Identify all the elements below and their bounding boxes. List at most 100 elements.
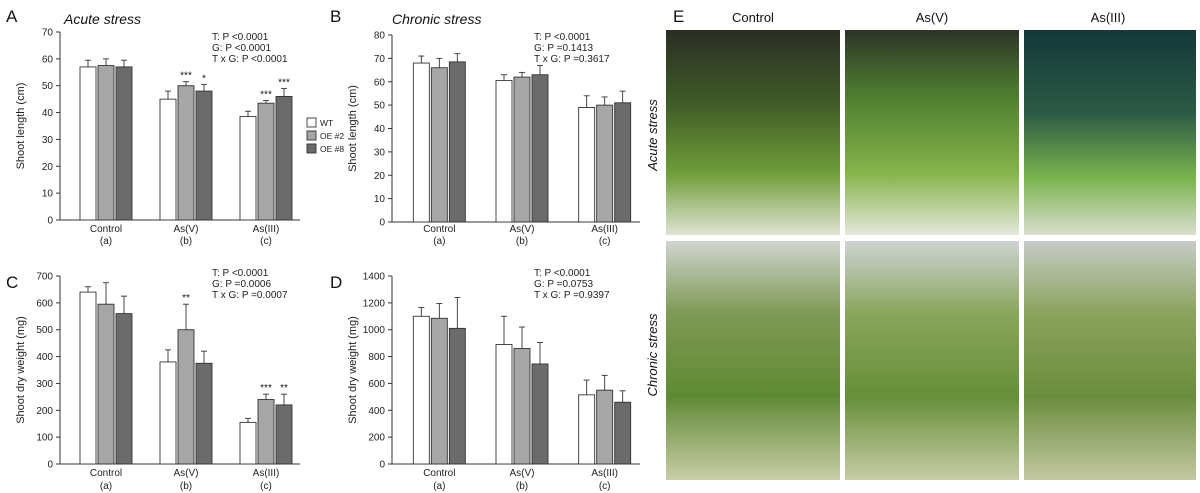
panel-a-y-tick-label: 40	[42, 108, 54, 119]
panel-b-bar	[513, 76, 531, 223]
panel-a-bar	[275, 96, 293, 221]
panel-a-bar	[159, 98, 177, 221]
panel-d-y-tick-label: 200	[368, 433, 385, 444]
panel-a-y-tick-label: 0	[47, 216, 53, 227]
panel-a-y-tick-label: 30	[42, 135, 54, 146]
panel-c-stat-line: G: P =0.0006	[212, 279, 271, 290]
legend-label: OE #8	[320, 144, 344, 154]
panel-c-bar	[79, 291, 97, 465]
panel-d-category-label: As(V)	[510, 468, 535, 479]
legend-swatch	[306, 117, 317, 128]
panel-b-y-tick-label: 40	[374, 124, 386, 135]
panel-d-y-tick-label: 0	[379, 460, 385, 471]
panel-b-bar	[430, 67, 448, 223]
panel-b-y-tick-label: 30	[374, 147, 386, 158]
panel-a-stat-line: T x G: P <0.0001	[212, 54, 288, 65]
photo-grid	[666, 30, 1196, 480]
panel-a-bar	[195, 90, 213, 221]
panel-a-category-sublabel: (b)	[180, 236, 192, 247]
panel-a-bar	[115, 66, 133, 221]
panel-a-y-tick-label: 60	[42, 54, 54, 65]
photo-row-label: Chronic stress	[645, 313, 660, 397]
panel-a-bar	[239, 116, 257, 221]
panel-a-significance: ***	[278, 77, 290, 88]
panel-a-letter: A	[6, 7, 18, 26]
photo-acute-control	[666, 30, 840, 235]
legend-label: WT	[320, 118, 333, 128]
panel-a-bar	[177, 85, 195, 221]
panel-c-letter: C	[6, 273, 18, 292]
panel-d-stat-line: T: P <0.0001	[534, 268, 591, 279]
panel-c-bar	[239, 421, 257, 465]
panel-a-category-sublabel: (a)	[100, 236, 112, 247]
panel-d-category-label: Control	[423, 468, 455, 479]
panel-b-bar	[531, 74, 549, 223]
panel-d-bar	[578, 394, 596, 465]
panel-d-y-label: Shoot dry weight (mg)	[347, 316, 359, 424]
panel-c-bar	[97, 303, 115, 465]
panel-b-y-tick-label: 0	[379, 218, 385, 229]
panel-a-y-tick-label: 50	[42, 81, 54, 92]
photo-column-label: As(III)	[1091, 10, 1126, 25]
panel-c-y-tick-label: 100	[36, 433, 53, 444]
panel-c-bar	[275, 404, 293, 465]
panel-b-category-sublabel: (b)	[516, 236, 528, 247]
panel-b-y-tick-label: 20	[374, 171, 386, 182]
panel-b-bar	[578, 107, 596, 223]
panel-b-category-label: As(III)	[591, 224, 618, 235]
panel-a-bar	[257, 102, 275, 221]
panel-a-category-label: Control	[90, 224, 122, 235]
panel-b-category-label: As(V)	[510, 224, 535, 235]
panel-d-category-sublabel: (b)	[516, 481, 528, 492]
panel-c-y-tick-label: 400	[36, 352, 53, 363]
panel-d-y-tick-label: 1400	[363, 272, 386, 283]
photo-acute-asv	[845, 30, 1019, 235]
panel-b-title: Chronic stress	[392, 11, 481, 27]
panel-a-y-tick-label: 20	[42, 162, 54, 173]
panel-d-bar	[596, 389, 614, 465]
panel-d-bar	[614, 401, 632, 465]
panel-c-category-sublabel: (c)	[260, 481, 272, 492]
panel-d-y-tick-label: 600	[368, 379, 385, 390]
panel-d-y-tick-label: 1200	[363, 298, 386, 309]
panel-e-letter: E	[673, 7, 684, 26]
panel-c-y-label: Shoot dry weight (mg)	[15, 316, 27, 424]
panel-c-category-sublabel: (a)	[100, 481, 112, 492]
panel-a-stat-line: G: P <0.0001	[212, 43, 271, 54]
panel-d-stat-line: T x G: P =0.9397	[534, 290, 610, 301]
panel-c-bar	[257, 399, 275, 465]
panel-d-y-tick-label: 800	[368, 352, 385, 363]
panel-a-category-label: As(V)	[174, 224, 199, 235]
photo-chronic-asiii	[1024, 241, 1196, 480]
panel-c-significance: **	[182, 293, 190, 304]
panel-c-category-sublabel: (b)	[180, 481, 192, 492]
panel-c-y-tick-label: 600	[36, 298, 53, 309]
panel-b-y-tick-label: 10	[374, 194, 386, 205]
panel-a-significance: ***	[180, 71, 192, 82]
panel-a-title: Acute stress	[63, 11, 141, 27]
panel-d-category-sublabel: (a)	[433, 481, 445, 492]
panel-d-y-tick-label: 400	[368, 406, 385, 417]
panel-d-category-label: As(III)	[591, 468, 618, 479]
photo-column-label: As(V)	[916, 10, 949, 25]
panel-c-significance: **	[280, 383, 288, 394]
panel-b-category-sublabel: (a)	[433, 236, 445, 247]
panel-b-y-tick-label: 60	[374, 77, 386, 88]
panel-a-bar	[97, 65, 115, 221]
panel-d-bar	[495, 344, 513, 465]
panel-c-y-tick-label: 700	[36, 272, 53, 283]
panel-b-bar	[448, 61, 466, 223]
panel-b-bar	[596, 104, 614, 223]
photo-row-label: Acute stress	[645, 99, 660, 172]
panel-b-stat-line: T: P <0.0001	[534, 32, 591, 43]
panel-b-category-sublabel: (c)	[599, 236, 611, 247]
legend-swatch	[306, 130, 317, 141]
panel-d-stat-line: G: P =0.0753	[534, 279, 593, 290]
panel-c-y-tick-label: 500	[36, 325, 53, 336]
panel-c-significance: ***	[260, 383, 272, 394]
panel-a-category-sublabel: (c)	[260, 236, 272, 247]
panel-b-bar	[412, 62, 430, 223]
panel-b-bar	[495, 80, 513, 223]
legend-swatch	[306, 143, 317, 154]
